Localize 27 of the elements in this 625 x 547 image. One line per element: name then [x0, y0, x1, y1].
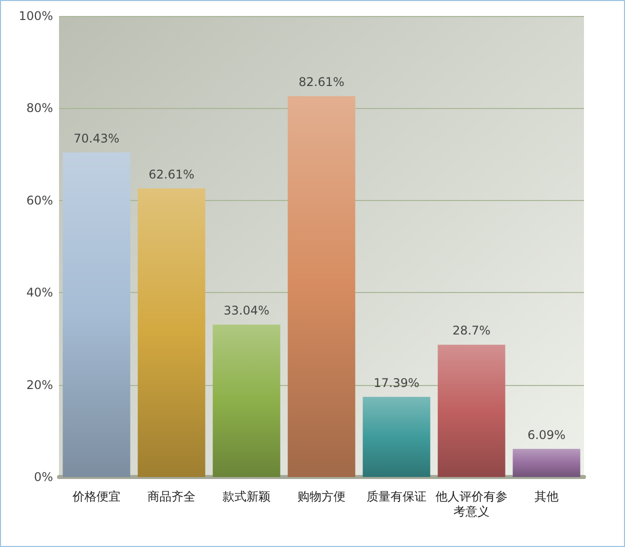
- data-label: 17.39%: [374, 376, 420, 390]
- x-tick-label: 其他: [534, 490, 558, 504]
- data-label: 6.09%: [527, 428, 566, 442]
- bar: [512, 448, 580, 477]
- bar: [138, 188, 206, 477]
- bar: [212, 324, 280, 477]
- bar: [362, 396, 430, 477]
- y-tick-label: 20%: [26, 378, 53, 392]
- x-tick-label: 商品齐全: [148, 490, 196, 504]
- y-tick-label: 100%: [18, 9, 53, 23]
- x-tick-label: 款式新颖: [222, 490, 270, 504]
- data-label: 33.04%: [224, 304, 270, 318]
- bar: [288, 96, 356, 477]
- y-tick-label: 80%: [26, 101, 53, 116]
- data-label: 70.43%: [74, 131, 120, 146]
- x-tick-label: 质量有保证: [366, 490, 426, 504]
- y-tick-label: 40%: [26, 286, 53, 300]
- data-label: 28.7%: [452, 324, 491, 338]
- y-tick-label: 0%: [34, 470, 53, 484]
- x-tick-label: 价格便宜: [72, 490, 120, 504]
- x-tick-label: 他人评价有参考意义: [436, 490, 508, 518]
- bar: [438, 344, 506, 477]
- data-label: 82.61%: [298, 75, 344, 90]
- bar: [62, 152, 130, 477]
- data-label: 62.61%: [148, 167, 194, 182]
- y-tick-label: 60%: [26, 193, 53, 208]
- x-tick-label: 购物方便: [298, 490, 346, 504]
